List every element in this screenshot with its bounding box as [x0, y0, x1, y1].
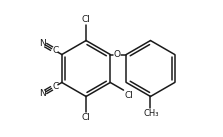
Text: N: N — [39, 89, 45, 98]
Text: Cl: Cl — [124, 91, 133, 100]
Text: N: N — [39, 39, 45, 48]
Text: Cl: Cl — [82, 15, 91, 24]
Text: C: C — [52, 46, 58, 55]
Text: Cl: Cl — [82, 113, 91, 122]
Text: O: O — [114, 50, 120, 59]
Text: CH₃: CH₃ — [143, 109, 159, 118]
Text: C: C — [52, 82, 58, 91]
